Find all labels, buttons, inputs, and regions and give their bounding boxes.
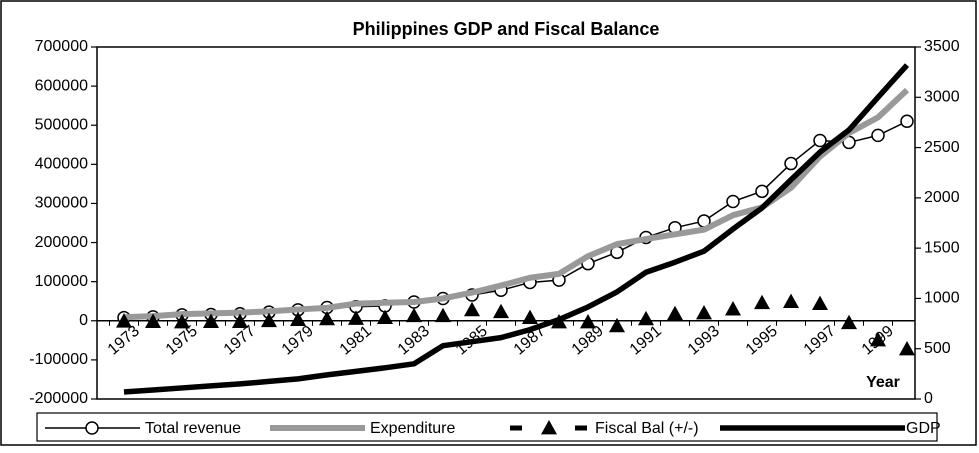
y-tick-label: 0 bbox=[79, 312, 88, 329]
data-point bbox=[726, 194, 740, 209]
data-point bbox=[522, 309, 538, 325]
data-point bbox=[580, 313, 596, 329]
data-point bbox=[261, 312, 277, 328]
data-point bbox=[348, 310, 364, 325]
y2-tick-label: 1500 bbox=[924, 239, 960, 256]
chart-title: Philippines GDP and Fiscal Balance bbox=[353, 19, 660, 39]
data-point bbox=[871, 128, 885, 143]
legend-label: Fiscal Bal (+/-) bbox=[595, 420, 699, 437]
legend-label: Total revenue bbox=[145, 420, 241, 437]
data-point bbox=[755, 184, 769, 199]
y-tick-label: 100000 bbox=[35, 273, 88, 290]
y2-tick-label: 2500 bbox=[924, 139, 960, 156]
y-tick-label: 300000 bbox=[35, 195, 88, 212]
data-point bbox=[203, 313, 219, 328]
plot-frame bbox=[96, 46, 916, 400]
y-tick-label: 200000 bbox=[35, 234, 88, 251]
data-point bbox=[493, 303, 509, 319]
data-point bbox=[870, 331, 886, 347]
data-point bbox=[319, 310, 335, 326]
data-point bbox=[841, 314, 857, 330]
y-tick-label: -200000 bbox=[29, 390, 88, 407]
y2-tick-label: 0 bbox=[924, 390, 933, 407]
data-point bbox=[290, 311, 306, 327]
data-point bbox=[116, 313, 132, 328]
y-tick-label: -100000 bbox=[29, 351, 88, 368]
data-point bbox=[174, 313, 190, 329]
y-tick-label: 400000 bbox=[35, 156, 88, 173]
data-point bbox=[638, 310, 654, 326]
data-point bbox=[754, 294, 770, 310]
y2-tick-label: 3500 bbox=[924, 38, 960, 55]
data-point bbox=[783, 293, 799, 309]
y-tick-label: 600000 bbox=[35, 77, 88, 94]
y2-tick-label: 3000 bbox=[924, 89, 960, 106]
data-point bbox=[899, 340, 915, 356]
data-point bbox=[725, 301, 741, 316]
x-axis-title: Year bbox=[866, 374, 900, 391]
data-point bbox=[145, 313, 161, 328]
data-point bbox=[609, 317, 625, 333]
y-tick-label: 700000 bbox=[35, 38, 88, 55]
y2-tick-label: 500 bbox=[924, 340, 951, 357]
y2-tick-label: 2000 bbox=[924, 189, 960, 206]
legend-swatch bbox=[85, 421, 99, 435]
data-point bbox=[232, 313, 248, 328]
data-point bbox=[435, 307, 451, 323]
data-point bbox=[900, 114, 914, 129]
series-line bbox=[123, 63, 910, 395]
y2-tick-label: 1000 bbox=[924, 290, 960, 307]
legend-label: GDP bbox=[906, 420, 941, 437]
data-point bbox=[464, 301, 480, 317]
data-point bbox=[784, 156, 798, 171]
data-point bbox=[812, 295, 828, 310]
legend-swatch bbox=[541, 420, 557, 435]
data-point bbox=[406, 307, 422, 323]
data-point bbox=[667, 305, 683, 321]
data-point bbox=[813, 133, 827, 148]
y-tick-label: 500000 bbox=[35, 116, 88, 133]
data-point bbox=[377, 309, 393, 325]
legend-label: Expenditure bbox=[370, 420, 455, 437]
data-point bbox=[696, 304, 712, 320]
